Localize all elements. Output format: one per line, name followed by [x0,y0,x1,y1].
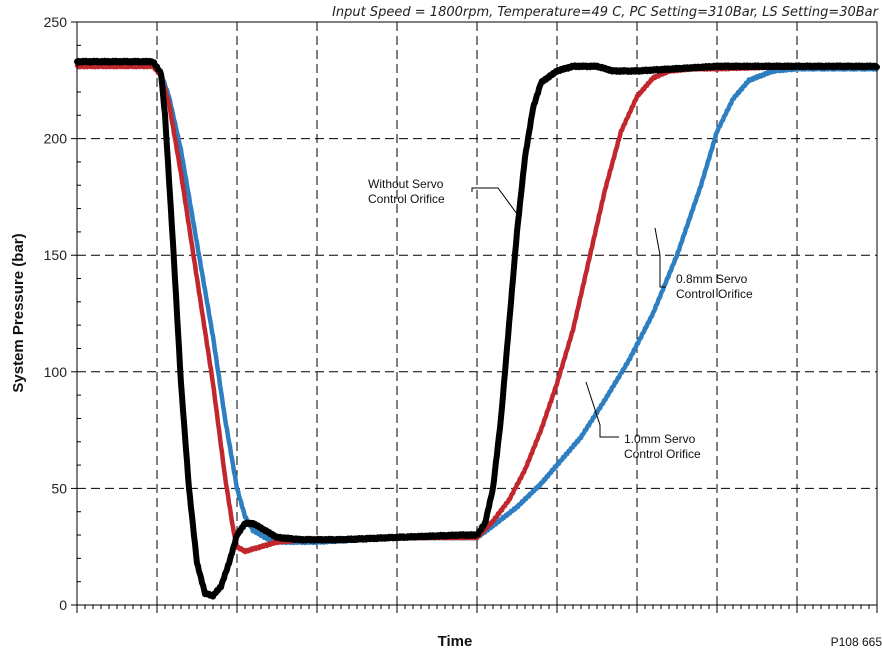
annotation-label: 1.0mm Servo Control Orifice [624,432,701,461]
y-tick-label: 50 [51,480,67,496]
y-minor-ticks [71,21,81,606]
series-line-0 [74,57,880,600]
annotation-leader [654,227,666,288]
y-tick-label: 200 [44,131,68,147]
y-tick-labels: 0 50 100 150 200 250 [44,14,68,613]
y-tick-label: 0 [59,597,67,613]
chart-title: Input Speed = 1800rpm, Temperature=49 C,… [332,5,880,20]
annotation-label: 0.8mm Servo Control Orifice [676,272,753,301]
series-lines [74,57,880,600]
x-minor-ticks [76,605,878,613]
y-tick-label: 150 [44,247,68,263]
y-tick-label: 100 [44,364,68,380]
annotation-leader [471,187,521,219]
annotation-label: Without Servo Control Orifice [368,177,445,206]
annotations: Without Servo Control Orifice 0.8mm Servo C… [368,177,753,461]
annotation-leader [585,381,619,438]
grid-lines [77,22,877,605]
y-tick-label: 250 [44,14,68,30]
x-axis-label: Time [438,633,473,650]
y-axis-label: System Pressure (bar) [10,233,27,392]
figure-id: P108 665 [831,635,882,649]
plot-frame [76,21,878,606]
